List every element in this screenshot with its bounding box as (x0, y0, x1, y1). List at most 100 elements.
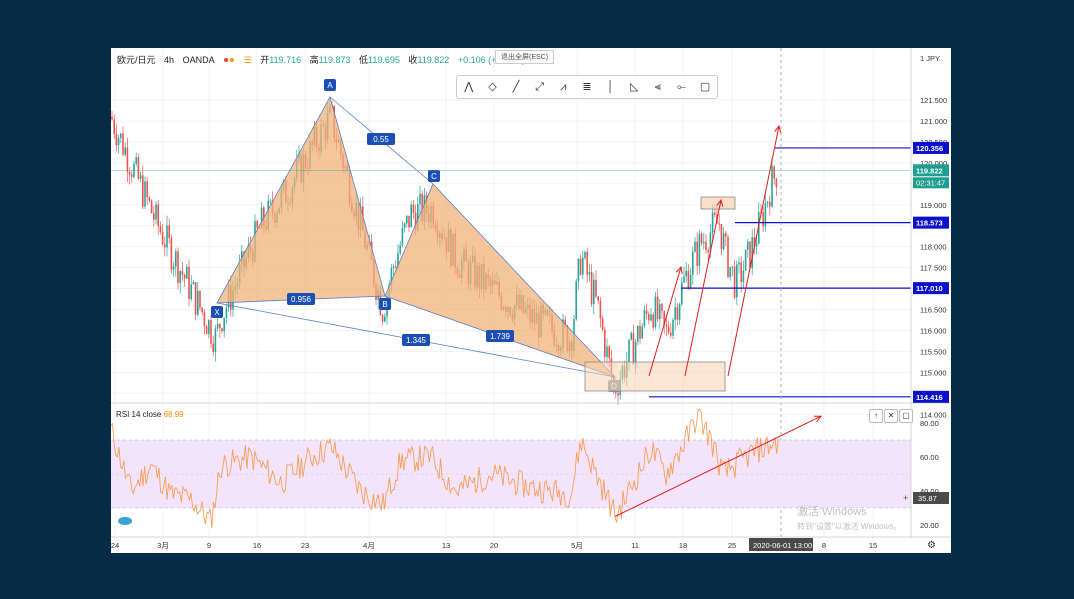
candle-body (601, 318, 604, 330)
price-label: 120.356 (916, 144, 943, 153)
candle-body (740, 262, 742, 283)
candle-body (164, 244, 166, 248)
price-tick: 117.500 (920, 264, 947, 273)
candle-body (692, 251, 694, 275)
candle-body (648, 313, 650, 321)
candle-body (725, 233, 727, 237)
candle-body (263, 207, 265, 227)
trend-line-icon[interactable]: ╱ (512, 81, 520, 93)
fan-icon[interactable]: ⫷ (654, 81, 661, 93)
candle-body (122, 133, 124, 155)
horizontal-levels (111, 48, 911, 538)
triangle-pattern-icon[interactable]: ◺ (629, 81, 639, 93)
time-tick: 24 (111, 541, 119, 550)
candle-body (764, 203, 767, 227)
point-x: X (214, 308, 220, 317)
candle-body (608, 346, 610, 359)
price-label-box (913, 164, 949, 177)
fib-icon[interactable]: ≣ (582, 81, 592, 93)
candle-body (564, 319, 566, 326)
menu-lines-icon[interactable]: ☰ (243, 55, 252, 65)
price-label: 119.822 (916, 166, 943, 175)
pane-up-button[interactable]: ↑ (869, 409, 883, 423)
axes: 121.500121.000120.500120.000119.500119.0… (111, 48, 951, 551)
point-a-box (324, 79, 336, 91)
candle-body (137, 157, 140, 179)
candle-body (650, 314, 652, 321)
head-shoulders-icon[interactable]: ⩘ (560, 81, 567, 93)
candle-body (714, 212, 716, 215)
candle-body (643, 310, 646, 327)
candle-body (698, 233, 701, 266)
point-c-box (428, 170, 440, 182)
candle-body (694, 241, 696, 252)
interval: 4h (164, 55, 175, 65)
open-value: 119.716 (269, 55, 302, 65)
ratio-ac-box (367, 133, 395, 145)
candle-body (146, 181, 148, 198)
drawing-toolbar: ⋀ ◇ ╱ ⤢ ⩘ ≣ │ ◺ ⫷ ⟜ ▢ (456, 75, 718, 99)
candle-body (210, 320, 212, 344)
candle-body (709, 232, 712, 253)
candle-body (749, 241, 751, 268)
candle-body (397, 253, 399, 268)
rsi-tick: 40.00 (920, 487, 939, 496)
ratio-xb-box (287, 293, 315, 305)
pane-close-button[interactable]: ✕ (884, 409, 898, 423)
pane-maximize-button[interactable]: ▢ (899, 409, 913, 423)
candle-body (700, 233, 703, 244)
candle-body (676, 307, 679, 320)
candle-body (678, 304, 681, 320)
candle-body (736, 264, 738, 298)
windows-watermark: 激活 Windows 转到"设置"以激活 Windows。 (797, 506, 902, 531)
candle-body (148, 197, 151, 201)
candle-body (597, 296, 599, 301)
candle-body (153, 213, 155, 220)
candle-body (390, 267, 393, 286)
ratio-bd-box (486, 330, 514, 342)
ratio-xb: 0.956 (291, 295, 312, 304)
candle-body (124, 147, 126, 155)
triangle-xab (216, 95, 386, 304)
candle-body (175, 251, 177, 267)
time-tick: 11 (631, 541, 639, 550)
status-dot-icon (230, 58, 235, 63)
rsi-line (111, 408, 779, 529)
candle-body (628, 339, 630, 362)
candle-body (197, 290, 199, 315)
ray-icon[interactable]: ⤢ (535, 81, 545, 93)
point-c: C (431, 172, 437, 181)
triangle-bcd (384, 183, 616, 378)
rsi-arrowhead (813, 415, 823, 423)
rsi-arrow-line (614, 415, 822, 517)
price-tick: 119.000 (920, 201, 947, 210)
candle-body (696, 241, 698, 266)
price-tick: 118.000 (920, 243, 947, 252)
candle-body (705, 242, 707, 251)
rsi-legend: RSI 14 close 68.99 (116, 410, 184, 419)
horizontal-ray-icon[interactable]: ⟜ (677, 81, 686, 93)
candle-body (681, 282, 683, 305)
candle-body (181, 271, 184, 275)
point-b-box (379, 298, 391, 310)
candle-body (392, 266, 395, 268)
candle-body (406, 215, 408, 224)
cypher-pattern-icon[interactable]: ◇ (488, 81, 497, 93)
rectangle-icon[interactable]: ▢ (699, 81, 711, 93)
candle-body (707, 250, 709, 253)
candle-body (632, 333, 635, 365)
candle-body (595, 279, 597, 297)
exit-fullscreen-button[interactable]: 退出全屏(ESC) (495, 50, 555, 64)
candle-body (590, 272, 593, 305)
rsi-name: RSI 14 close (116, 410, 162, 419)
xabcd-pattern-icon[interactable]: ⋀ (464, 81, 474, 93)
rsi-cursor-box (913, 492, 949, 505)
rsi-cursor-value: 35.87 (918, 494, 937, 503)
vertical-line-icon[interactable]: │ (607, 81, 614, 93)
ratio-xd-box (402, 334, 430, 346)
candle-body (157, 204, 159, 226)
candle-body (588, 272, 591, 275)
candle-body (126, 147, 129, 172)
zone-rectangle (584, 361, 726, 392)
